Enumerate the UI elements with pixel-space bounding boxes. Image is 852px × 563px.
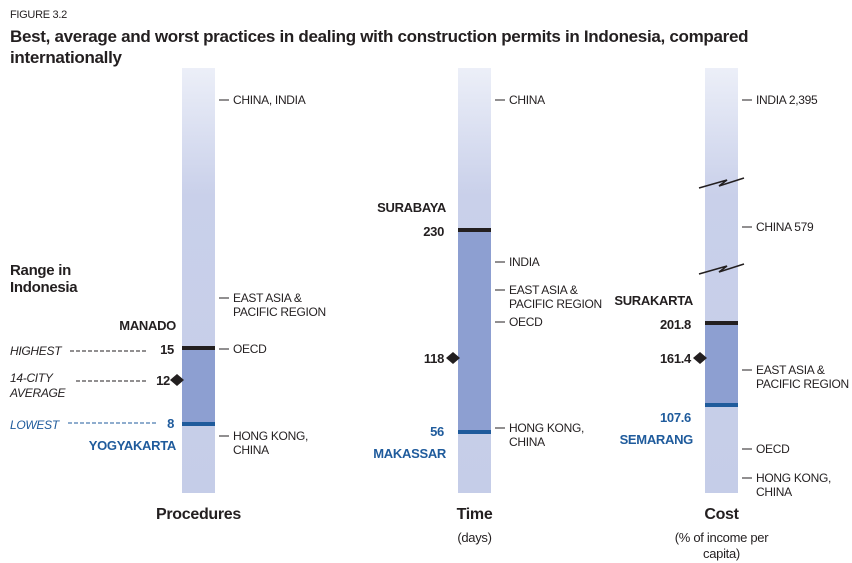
benchmark-label: INDIA bbox=[509, 255, 540, 269]
scale-break bbox=[698, 177, 745, 189]
lowest-value: 56 bbox=[430, 424, 444, 439]
lowest-city: YOGYAKARTA bbox=[88, 438, 177, 453]
legend-average: 14-CITY AVERAGE bbox=[10, 371, 66, 400]
benchmark-label: EAST ASIA & PACIFIC REGION bbox=[756, 363, 849, 391]
range-label: Range in Indonesia bbox=[10, 262, 78, 296]
highest-value: 201.8 bbox=[659, 317, 691, 332]
benchmark-label: INDIA 2,395 bbox=[756, 93, 818, 107]
benchmark-label: EAST ASIA & PACIFIC REGION bbox=[233, 291, 326, 319]
range-band bbox=[705, 323, 738, 405]
highest-value: 15 bbox=[160, 342, 174, 357]
benchmark-label: OECD bbox=[233, 342, 267, 356]
lowest-value: 107.6 bbox=[659, 410, 691, 425]
highest-value: 230 bbox=[423, 224, 444, 239]
legend-highest: HIGHEST bbox=[10, 344, 62, 358]
benchmark-label: CHINA, INDIA bbox=[233, 93, 306, 107]
panel-unit: (% of income per capita) bbox=[674, 530, 769, 561]
benchmark-label: OECD bbox=[756, 442, 790, 456]
benchmark-label: CHINA bbox=[509, 93, 545, 107]
range-band bbox=[182, 348, 215, 424]
title: Best, average and worst practices in dea… bbox=[10, 27, 749, 67]
legend-lowest: LOWEST bbox=[10, 418, 59, 432]
lowest-city: MAKASSAR bbox=[373, 446, 446, 461]
benchmark-label: CHINA 579 bbox=[756, 220, 814, 234]
panel-unit: (days) bbox=[457, 530, 492, 545]
panel-name: Time bbox=[456, 506, 493, 523]
average-marker bbox=[446, 352, 460, 364]
panel-name: Cost bbox=[704, 506, 739, 523]
benchmark-label: HONG KONG, CHINA bbox=[756, 471, 832, 499]
scale-bar bbox=[705, 68, 738, 493]
panel-name: Procedures bbox=[155, 506, 242, 523]
scale-bar bbox=[182, 68, 215, 493]
benchmark-label: HONG KONG, CHINA bbox=[509, 421, 585, 449]
average-value: 118 bbox=[423, 351, 444, 366]
highest-city: MANADO bbox=[119, 318, 176, 333]
benchmark-label: OECD bbox=[509, 315, 543, 329]
benchmark-label: HONG KONG, CHINA bbox=[233, 429, 309, 457]
average-marker bbox=[170, 374, 184, 386]
average-value: 12 bbox=[156, 373, 170, 388]
benchmark-label: EAST ASIA & PACIFIC REGION bbox=[509, 283, 602, 311]
lowest-value: 8 bbox=[167, 416, 174, 431]
highest-city: SURAKARTA bbox=[614, 293, 693, 308]
lowest-city: SEMARANG bbox=[619, 432, 694, 447]
average-marker bbox=[693, 352, 707, 364]
highest-city: SURABAYA bbox=[377, 200, 446, 215]
average-value: 161.4 bbox=[659, 351, 691, 366]
range-band bbox=[458, 230, 491, 432]
scale-break bbox=[698, 263, 745, 275]
figure-label: FIGURE 3.2 bbox=[10, 9, 67, 21]
